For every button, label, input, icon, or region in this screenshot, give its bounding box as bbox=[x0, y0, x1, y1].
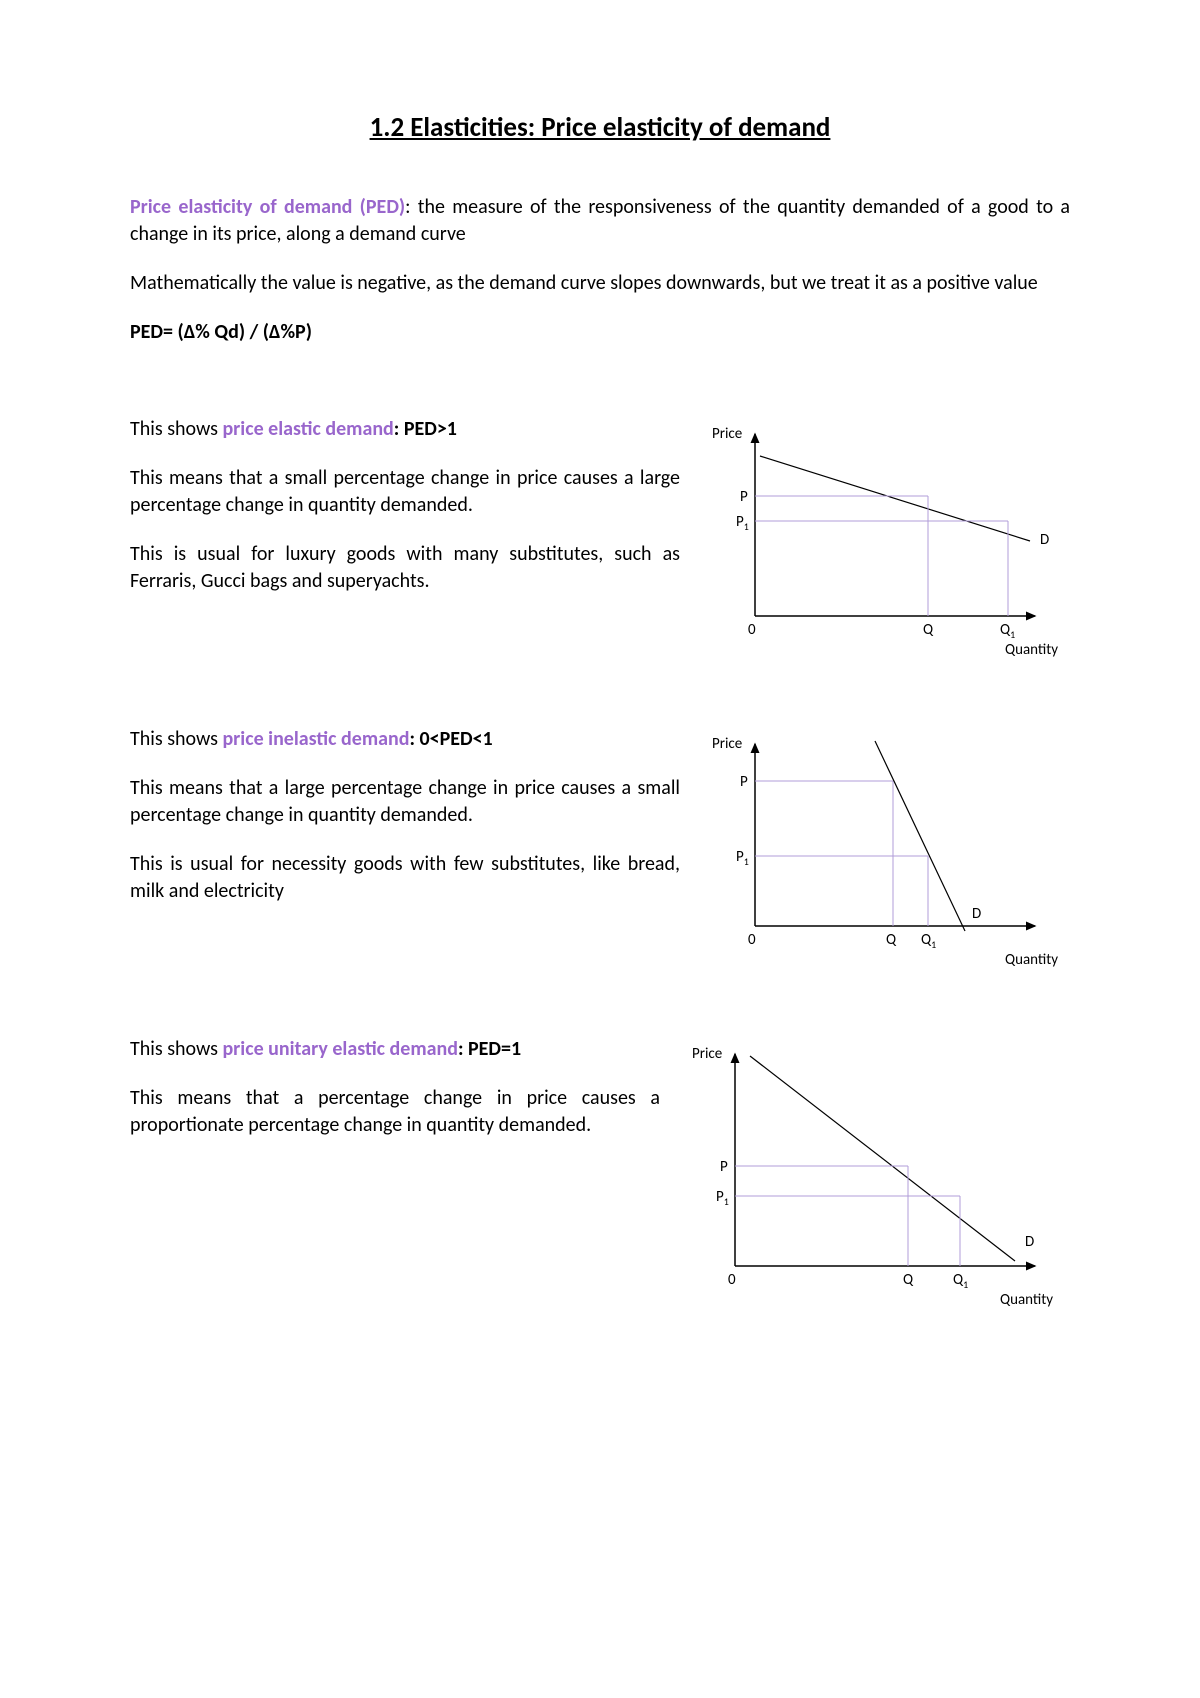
x-axis-label: Quantity bbox=[1005, 951, 1058, 969]
label-D: D bbox=[1025, 1233, 1034, 1251]
term-ped: Price elasticity of demand (PED) bbox=[130, 195, 405, 219]
unitary-text: This shows price unitary elastic demand:… bbox=[130, 1036, 660, 1161]
label-P: P bbox=[740, 773, 748, 791]
label-origin: 0 bbox=[748, 621, 756, 639]
label-Q1: Q1 bbox=[921, 931, 936, 951]
inelastic-p1: This means that a large percentage chang… bbox=[130, 775, 680, 829]
label-Q: Q bbox=[886, 931, 897, 949]
inelastic-text: This shows price inelastic demand: 0<PED… bbox=[130, 726, 680, 927]
section-unitary: This shows price unitary elastic demand:… bbox=[130, 1036, 1070, 1326]
label-Q: Q bbox=[923, 621, 934, 639]
elastic-chart: Price P P1 0 Q Q1 Quantity D bbox=[700, 416, 1070, 676]
term-elastic: price elastic demand bbox=[222, 417, 393, 441]
elastic-text: This shows price elastic demand: PED>1 T… bbox=[130, 416, 680, 617]
unitary-p1: This means that a percentage change in p… bbox=[130, 1085, 660, 1139]
label-P: P bbox=[740, 488, 748, 506]
y-axis-label: Price bbox=[692, 1045, 722, 1063]
elastic-p1: This means that a small percentage chang… bbox=[130, 465, 680, 519]
inelastic-chart: Price P P1 0 Q Q1 Quantity D bbox=[700, 726, 1070, 986]
label-Q1: Q1 bbox=[953, 1271, 968, 1291]
inelastic-demand-chart: Price P P1 0 Q Q1 Quantity D bbox=[700, 726, 1070, 986]
x-axis-label: Quantity bbox=[1000, 1291, 1053, 1309]
y-axis-label: Price bbox=[712, 425, 742, 443]
section-inelastic: This shows price inelastic demand: 0<PED… bbox=[130, 726, 1070, 986]
x-axis-label: Quantity bbox=[1005, 641, 1058, 659]
label-D: D bbox=[1040, 531, 1049, 549]
unitary-demand-chart: Price P P1 0 Q Q1 Quantity D bbox=[680, 1036, 1070, 1326]
elastic-demand-chart: Price P P1 0 Q Q1 Quantity D bbox=[700, 416, 1070, 676]
label-P1: P1 bbox=[716, 1188, 729, 1208]
formula: PED= (Δ% Qd) / (Δ%P) bbox=[130, 319, 1070, 346]
inelastic-p2: This is usual for necessity goods with f… bbox=[130, 851, 680, 905]
label-P1: P1 bbox=[736, 513, 749, 533]
elastic-p2: This is usual for luxury goods with many… bbox=[130, 541, 680, 595]
label-P: P bbox=[720, 1158, 728, 1176]
label-origin: 0 bbox=[748, 931, 756, 949]
y-axis-label: Price bbox=[712, 735, 742, 753]
inelastic-heading: This shows price inelastic demand: 0<PED… bbox=[130, 726, 680, 753]
term-inelastic: price inelastic demand bbox=[222, 727, 409, 751]
label-Q1: Q1 bbox=[1000, 621, 1015, 641]
label-P1: P1 bbox=[736, 848, 749, 868]
intro-definition: Price elasticity of demand (PED): the me… bbox=[130, 194, 1070, 248]
unitary-heading: This shows price unitary elastic demand:… bbox=[130, 1036, 660, 1063]
label-origin: 0 bbox=[728, 1271, 736, 1289]
label-D: D bbox=[972, 905, 981, 923]
label-Q: Q bbox=[903, 1271, 914, 1289]
elastic-heading: This shows price elastic demand: PED>1 bbox=[130, 416, 680, 443]
term-unitary: price unitary elastic demand bbox=[222, 1037, 458, 1061]
math-note: Mathematically the value is negative, as… bbox=[130, 270, 1070, 297]
section-elastic: This shows price elastic demand: PED>1 T… bbox=[130, 416, 1070, 676]
unitary-chart: Price P P1 0 Q Q1 Quantity D bbox=[680, 1036, 1070, 1326]
page-title: 1.2 Elasticities: Price elasticity of de… bbox=[130, 110, 1070, 146]
